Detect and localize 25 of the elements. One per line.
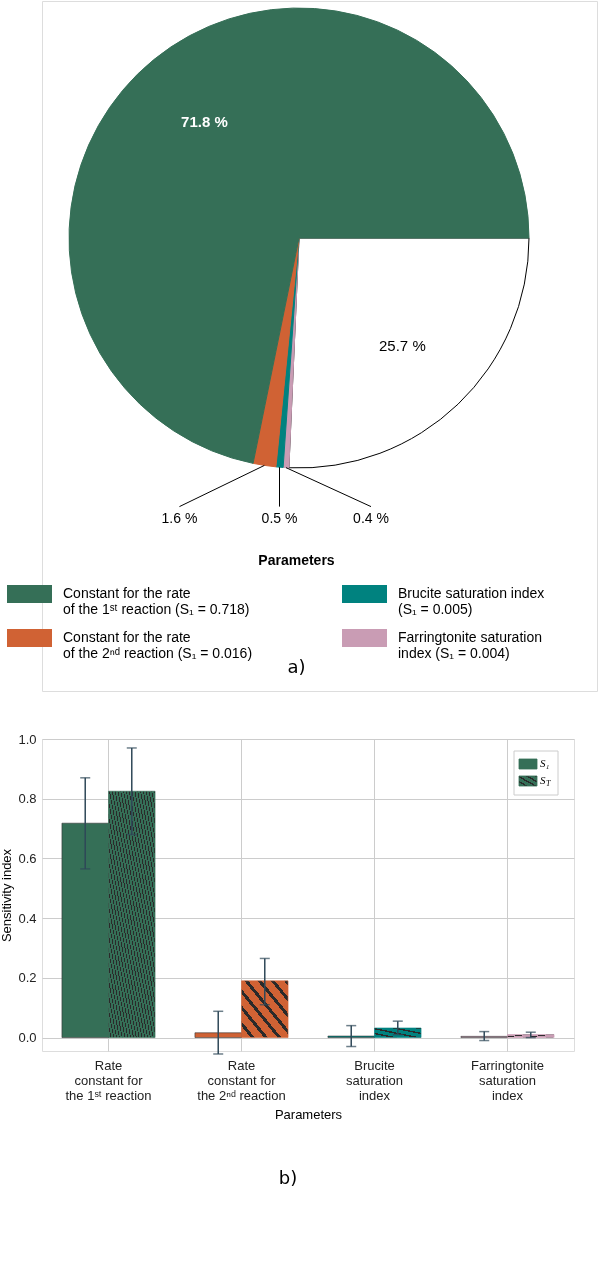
- legend-title: Parameters: [258, 552, 335, 568]
- x-tick-label: Rate constant for the 2ⁿᵈ reaction: [197, 1057, 286, 1103]
- data-label: 0.5 %: [261, 509, 298, 526]
- legend-label: Farringtonite saturation index (S₁ = 0.004): [398, 629, 542, 661]
- text: b): [278, 1167, 298, 1188]
- y-axis-title: Sensitivity index: [0, 848, 15, 943]
- data-label: 71.8 %: [181, 113, 228, 131]
- data-label: 0.4 %: [353, 509, 389, 526]
- data-label: 1.6 %: [161, 509, 198, 526]
- x-axis-title: Parameters: [274, 1106, 343, 1122]
- legend-label: Constant for the rate of the 2ⁿᵈ reaction (S₁ = 0.016): [63, 629, 253, 661]
- y-tick-label: 0.4: [18, 910, 37, 926]
- legend-label: S₁: [540, 757, 550, 769]
- text: a): [287, 656, 306, 677]
- legend-label: Brucite saturation index (S₁ = 0.005): [398, 585, 545, 617]
- y-tick-label: 0.0: [18, 1030, 37, 1046]
- y-tick-label: 0.2: [18, 970, 37, 986]
- y-tick-label: 0.6: [18, 850, 37, 866]
- x-tick-label: Farringtonite saturation index: [471, 1057, 544, 1103]
- y-tick-label: 1.0: [18, 731, 37, 747]
- legend-label: Constant for the rate of the 1ˢᵗ reaction (S₁ = 0.718): [63, 585, 250, 617]
- x-tick-label: Rate constant for the 1ˢᵗ reaction: [65, 1057, 152, 1103]
- data-label: 25.7 %: [379, 337, 426, 355]
- x-tick-label: Brucite saturation index: [345, 1057, 404, 1103]
- y-tick-label: 0.8: [18, 791, 37, 807]
